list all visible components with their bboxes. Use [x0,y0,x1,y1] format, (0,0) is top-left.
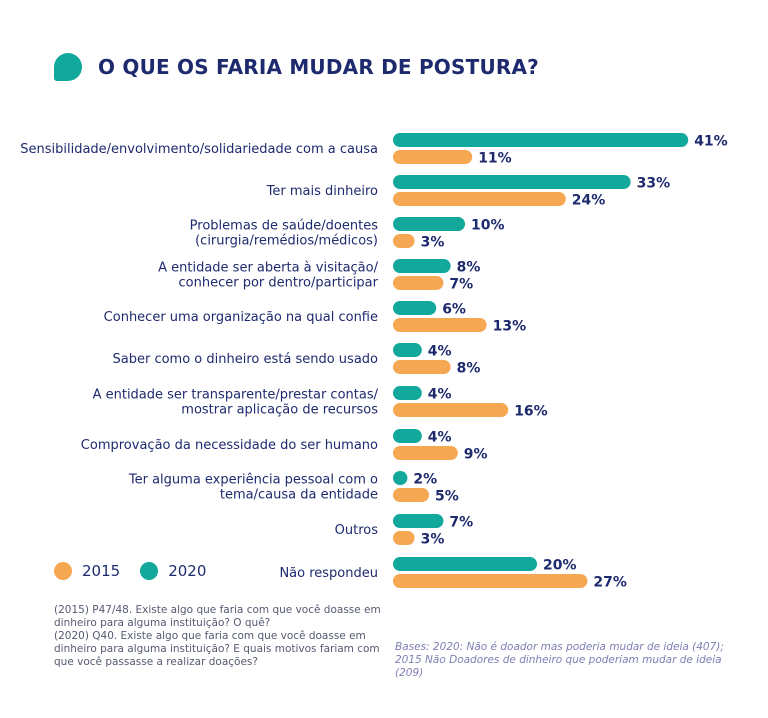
legend-label-2020: 2020 [168,562,207,580]
legend-item-2015: 2015 [54,562,120,580]
data-label-2020: 33% [637,176,671,192]
data-label-2020: 4% [428,430,452,446]
data-label-2020: 20% [543,558,577,574]
data-label-2015: 27% [593,575,627,591]
category-label: Comprovação da necessidade do ser humano [81,438,378,453]
legend-swatch-2015 [54,562,72,580]
category-label: Conhecer uma organização na qual confie [104,310,378,325]
data-label-2015: 13% [493,319,527,335]
bar-2020 [393,557,537,571]
bases-note: Bases: 2020: Não é doador mas poderia mu… [395,641,724,679]
bar-2015 [393,403,509,417]
bar-2015 [393,234,415,248]
data-label-2020: 4% [428,344,452,360]
category-label: Ter alguma experiência pessoal com o [128,473,378,488]
legend-label-2015: 2015 [82,562,121,580]
bar-2015 [393,276,444,290]
data-label-2020: 6% [442,302,466,318]
bar-2015 [393,488,429,502]
footnote: (2015) P47/48. Existe algo que faria com… [54,604,384,669]
bar-chart: Sensibilidade/envolvimento/solidariedade… [20,133,728,591]
category-label: tema/causa da entidade [220,488,378,503]
category-label: Ter mais dinheiro [266,184,378,199]
data-label-2020: 10% [471,218,505,234]
data-label-2020: 8% [457,260,481,276]
title-drop-icon [54,53,82,81]
footnote-2020: (2020) Q40. Existe algo que faria com qu… [54,630,380,668]
bar-2015 [393,318,487,332]
footnote-2015: (2015) P47/48. Existe algo que faria com… [54,604,381,629]
bar-2020 [393,259,451,273]
bar-2015 [393,192,566,206]
data-label-2020: 7% [449,515,473,531]
data-label-2015: 9% [464,447,488,463]
data-label-2020: 4% [428,387,452,403]
category-label: conhecer por dentro/participar [179,276,379,291]
legend-item-2020: 2020 [140,562,206,580]
data-label-2015: 3% [421,532,445,548]
bar-2020 [393,133,689,147]
bar-2015 [393,360,451,374]
data-label-2015: 3% [421,235,445,251]
bar-2015 [393,150,473,164]
data-label-2015: 5% [435,489,459,505]
category-label: A entidade ser aberta à visitação/ [158,261,378,276]
data-label-2015: 8% [457,361,481,377]
data-label-2020: 2% [413,472,437,488]
category-label: Outros [335,523,379,538]
page-title: O QUE OS FARIA MUDAR DE POSTURA? [98,55,539,79]
data-label-2015: 24% [572,193,606,209]
data-label-2015: 7% [449,277,473,293]
bar-2020 [393,301,437,315]
category-label: Não respondeu [279,566,378,581]
bar-2020 [393,386,422,400]
bar-2020 [393,429,422,443]
category-label: mostrar aplicação de recursos [181,403,378,418]
bar-2015 [393,446,458,460]
bar-2020 [393,343,422,357]
data-label-2015: 16% [514,404,548,420]
bar-2020 [393,175,631,189]
category-label: A entidade ser transparente/prestar cont… [93,388,379,403]
category-label: Sensibilidade/envolvimento/solidariedade… [20,142,378,157]
data-label-2020: 41% [694,134,728,150]
bar-2020 [393,217,465,231]
category-label: Problemas de saúde/doentes [190,219,379,234]
bar-2020 [393,471,408,485]
category-label: (cirurgia/remédios/médicos) [195,234,378,249]
bar-2015 [393,531,415,545]
legend-swatch-2020 [140,562,159,580]
legend: 2015 2020 [54,562,226,580]
category-label: Saber como o dinheiro está sendo usado [113,352,379,367]
data-label-2015: 11% [478,151,512,167]
bar-2015 [393,574,588,588]
bar-2020 [393,514,444,528]
